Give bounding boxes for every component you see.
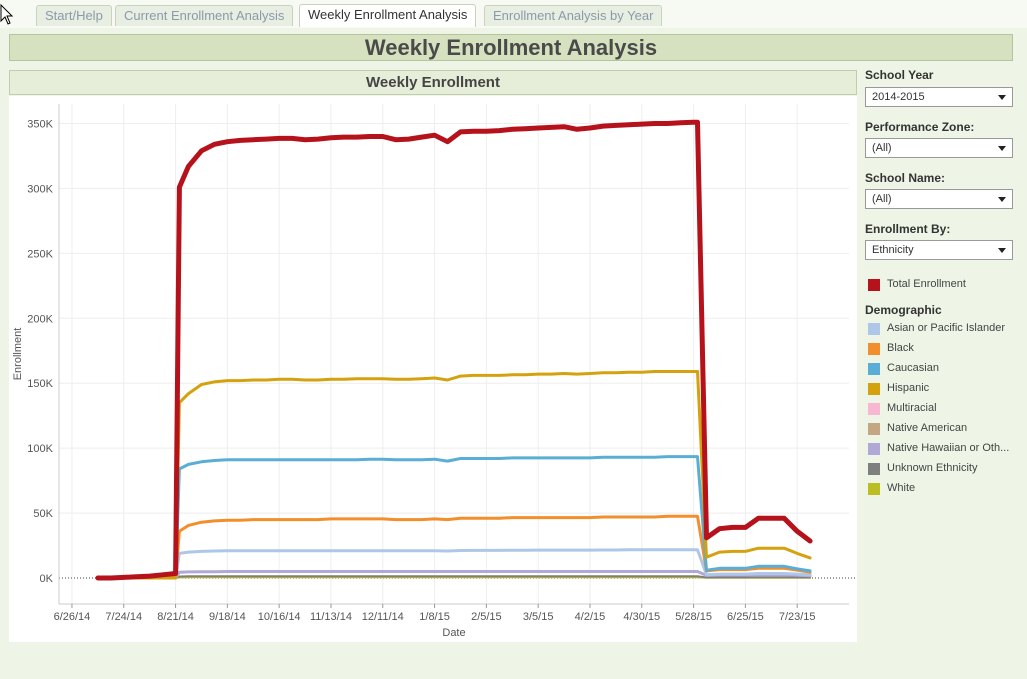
tab-bar: Start/Help Current Enrollment Analysis W… — [0, 0, 1027, 28]
legend-label: Caucasian — [887, 362, 939, 374]
legend-label: Multiracial — [887, 402, 937, 414]
legend-item-multiracial[interactable]: Multiracial — [865, 401, 1015, 417]
legend-label: Total Enrollment — [887, 278, 966, 290]
series-line-total-enrollment — [95, 119, 813, 581]
x-tick-label: 12/11/14 — [362, 611, 404, 623]
x-tick-label: 3/5/15 — [523, 611, 554, 623]
x-tick-label: 4/2/15 — [575, 611, 606, 623]
school-name-label: School Name: — [865, 171, 946, 185]
x-tick-label: 6/25/15 — [727, 611, 764, 623]
legend-label: Hispanic — [887, 382, 930, 394]
enrollment-by-label: Enrollment By: — [865, 222, 951, 236]
legend-item-asian-or-pacific-islander[interactable]: Asian or Pacific Islander — [865, 321, 1015, 337]
legend-label: White — [887, 482, 916, 494]
tab-current-enrollment-analysis[interactable]: Current Enrollment Analysis — [115, 5, 294, 26]
school-year-label: School Year — [865, 68, 934, 82]
series-line-asian-or-pacific-islander — [96, 548, 812, 580]
x-tick-label: 6/26/14 — [54, 611, 91, 623]
school-year-value: 2014-2015 — [872, 91, 925, 103]
legend-swatch — [868, 423, 880, 435]
x-tick-label: 10/16/14 — [258, 611, 301, 623]
y-tick-label: 350K — [27, 118, 53, 130]
enrollment-by-select[interactable]: Ethnicity — [865, 240, 1013, 260]
legend-item-caucasian[interactable]: Caucasian — [865, 361, 1015, 377]
y-axis-title: Enrollment — [12, 328, 24, 381]
legend-item-black[interactable]: Black — [865, 341, 1015, 357]
y-tick-label: 300K — [27, 183, 53, 195]
performance-zone-select[interactable]: (All) — [865, 138, 1013, 158]
legend-item-native-hawaiian-or-oth[interactable]: Native Hawaiian or Oth... — [865, 441, 1015, 457]
line-chart[interactable]: 0K 50K 100K 150K 200K 250K 300K 350K 6/26/14 7/24… — [9, 96, 857, 642]
x-tick-label: 9/18/14 — [209, 611, 246, 623]
series-line-native-hawaiian-or-oth — [96, 570, 812, 580]
tab-enrollment-analysis-by-year[interactable]: Enrollment Analysis by Year — [484, 5, 663, 26]
chevron-down-icon — [998, 95, 1006, 100]
legend-item-native-american[interactable]: Native American — [865, 421, 1015, 437]
legend-label: Native American — [887, 422, 968, 434]
legend-swatch — [868, 403, 880, 415]
legend-title: Demographic — [865, 303, 942, 317]
y-tick-label: 50K — [33, 508, 53, 520]
chart-area: 0K 50K 100K 150K 200K 250K 300K 350K 6/26/14 7/24… — [9, 96, 857, 642]
series-line-black — [96, 514, 812, 580]
tab-weekly-enrollment-analysis[interactable]: Weekly Enrollment Analysis — [299, 4, 477, 27]
performance-zone-label: Performance Zone: — [865, 120, 975, 134]
legend-item-white[interactable]: White — [865, 481, 1015, 497]
x-tick-label: 11/13/14 — [310, 611, 352, 623]
series-line-unknown-ethnicity — [96, 575, 812, 579]
chart-title: Weekly Enrollment — [9, 70, 857, 95]
legend-item-total-enrollment[interactable]: Total Enrollment — [865, 277, 1015, 293]
x-tick-label: 7/24/14 — [105, 611, 142, 623]
x-tick-label: 1/8/15 — [419, 611, 450, 623]
x-tick-label: 2/5/15 — [471, 611, 502, 623]
school-name-select[interactable]: (All) — [865, 189, 1013, 209]
y-tick-label: 100K — [27, 443, 53, 455]
x-tick-label: 7/23/15 — [779, 611, 816, 623]
legend-swatch — [868, 383, 880, 395]
series-line-caucasian — [96, 455, 812, 580]
x-tick-label: 8/21/14 — [157, 611, 194, 623]
y-tick-label: 250K — [27, 248, 53, 260]
school-name-value: (All) — [872, 193, 892, 205]
legend-swatch — [868, 343, 880, 355]
legend-swatch — [868, 443, 880, 455]
chevron-down-icon — [998, 248, 1006, 253]
y-tick-label: 0K — [40, 573, 54, 585]
legend-swatch — [868, 363, 880, 375]
legend-swatch — [868, 323, 880, 335]
tab-start-help[interactable]: Start/Help — [36, 5, 112, 26]
legend-label: Black — [887, 342, 914, 354]
legend-label: Native Hawaiian or Oth... — [887, 442, 1010, 454]
legend-swatch — [868, 463, 880, 475]
series-line-hispanic — [96, 370, 812, 580]
y-tick-label: 150K — [27, 378, 53, 390]
school-year-select[interactable]: 2014-2015 — [865, 87, 1013, 107]
legend-label: Unknown Ethnicity — [887, 462, 978, 474]
mouse-cursor-icon — [0, 4, 14, 25]
performance-zone-value: (All) — [872, 142, 892, 154]
legend-swatch — [868, 483, 880, 495]
x-tick-label: 4/30/15 — [623, 611, 660, 623]
legend-swatch — [868, 279, 880, 291]
chevron-down-icon — [998, 146, 1006, 151]
enrollment-by-value: Ethnicity — [872, 244, 914, 256]
y-tick-label: 200K — [27, 313, 53, 325]
page-title: Weekly Enrollment Analysis — [9, 34, 1013, 61]
legend-item-hispanic[interactable]: Hispanic — [865, 381, 1015, 397]
legend-item-unknown-ethnicity[interactable]: Unknown Ethnicity — [865, 461, 1015, 477]
x-axis-title: Date — [442, 627, 465, 639]
x-tick-label: 5/28/15 — [675, 611, 712, 623]
chevron-down-icon — [998, 197, 1006, 202]
legend-label: Asian or Pacific Islander — [887, 322, 1005, 334]
